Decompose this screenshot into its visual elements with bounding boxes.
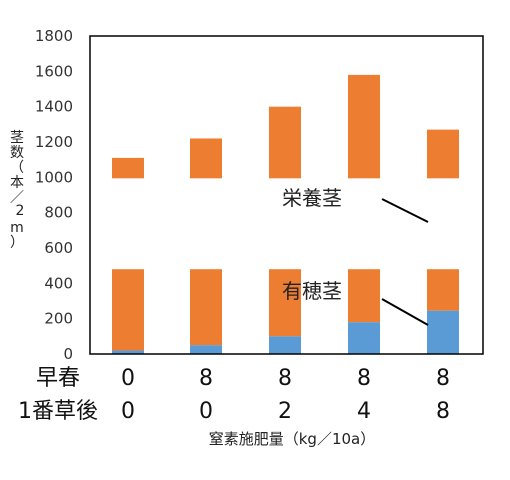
bar-panicle-4: [427, 310, 459, 354]
y-tick-label-2: 400: [44, 274, 73, 292]
category-row-1-value-0: 0: [121, 399, 135, 424]
category-row-0-value-1: 8: [199, 366, 213, 391]
bar-panicle-1: [190, 345, 222, 354]
y-axis-label-char-5: 2: [16, 203, 25, 219]
y-tick-labels: 0 200 400 600 800 1000 1200 1400 1600 1800: [35, 27, 73, 363]
bar-panicle-0: [112, 350, 144, 354]
category-row-1-value-3: 4: [357, 399, 371, 424]
bar-panicle-3: [348, 322, 380, 354]
category-row-0-value-0: 0: [121, 366, 135, 391]
category-row-1-value-2: 2: [278, 399, 292, 424]
category-rows: 早春 0 8 8 8 8 1番草後 0 0 2 4 8: [18, 366, 450, 424]
y-tick-label-5: 1000: [35, 168, 73, 186]
x-axis-label: 窒素施肥量（kg／10a）: [209, 430, 376, 448]
annotation-vegetative-leader: [381, 198, 429, 223]
y-tick-label-0: 0: [63, 345, 73, 363]
y-axis-label-char-6: m: [10, 220, 24, 236]
y-axis-label-char-7: ）: [10, 235, 24, 251]
category-row-1-value-1: 0: [199, 399, 213, 424]
frame-layer: [89, 35, 484, 355]
y-axis-label: 茎数（本／2m）: [10, 130, 24, 251]
y-axis-label-char-1: 数: [10, 145, 24, 161]
category-row-0-value-3: 8: [357, 366, 371, 391]
axis-break-band: [91, 178, 482, 270]
y-axis-label-char-3: 本: [10, 175, 24, 191]
y-tick-label-6: 1200: [35, 133, 73, 151]
category-row-label-1: 1番草後: [18, 399, 98, 424]
category-row-0-value-2: 8: [278, 366, 292, 391]
category-row-label-0: 早春: [36, 366, 80, 391]
y-tick-label-8: 1600: [35, 62, 73, 80]
y-axis-label-char-2: （: [10, 160, 24, 176]
y-tick-label-7: 1400: [35, 98, 73, 116]
bar-panicle-2: [269, 336, 301, 354]
plot-frame: [89, 35, 484, 355]
category-row-1-value-4: 8: [436, 399, 450, 424]
axis-break-layer: [91, 178, 482, 270]
y-tick-label-1: 200: [44, 310, 73, 328]
y-tick-label-4: 800: [44, 204, 73, 222]
y-tick-label-3: 600: [44, 239, 73, 257]
category-row-0-value-4: 8: [436, 366, 450, 391]
annotation-panicle: 有穂茎: [282, 279, 342, 303]
y-tick-label-9: 1800: [35, 27, 73, 45]
annotation-panicle-leader: [381, 298, 429, 326]
y-axis-label-char-0: 茎: [10, 130, 24, 146]
y-axis-label-char-4: ／: [10, 190, 24, 206]
annotation-vegetative: 栄養茎: [282, 186, 342, 210]
